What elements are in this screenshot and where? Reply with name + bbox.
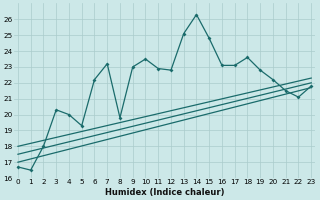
X-axis label: Humidex (Indice chaleur): Humidex (Indice chaleur) (105, 188, 224, 197)
